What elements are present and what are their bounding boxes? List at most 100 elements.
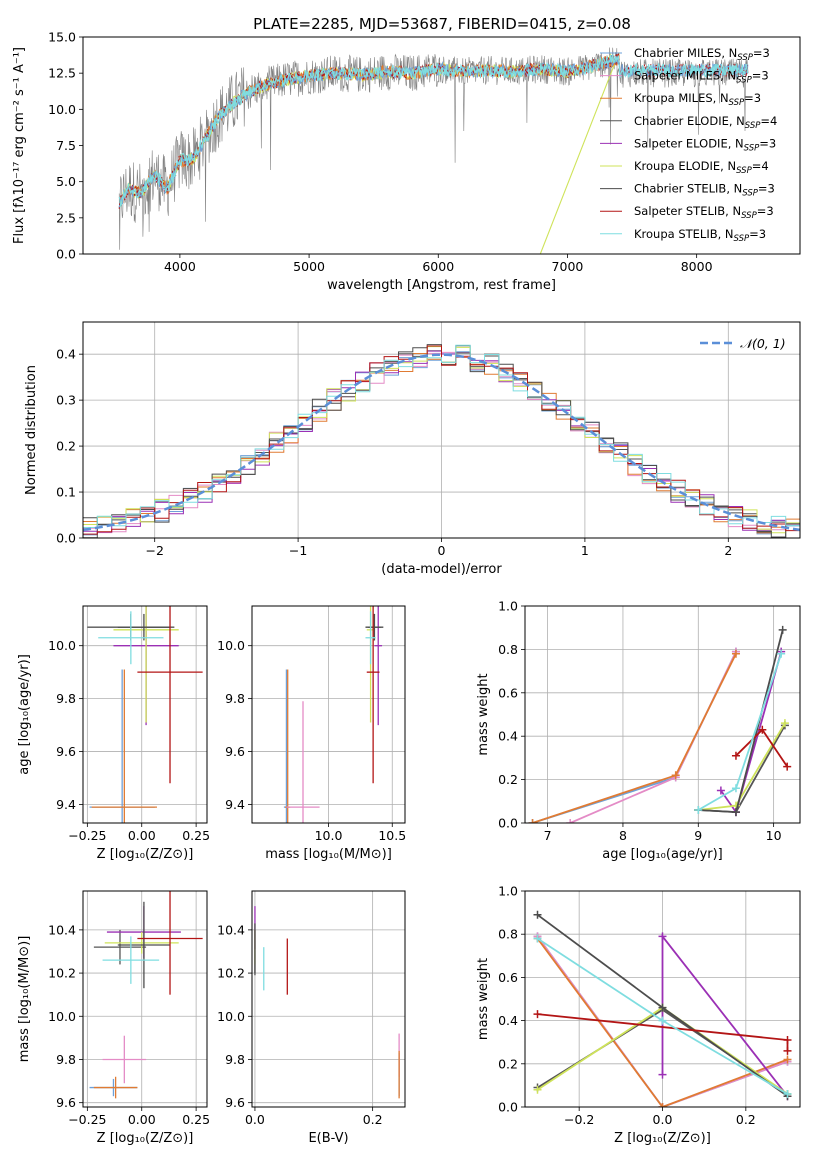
y-tick-label: 9.6 <box>56 1095 76 1110</box>
x-tick-label: 8000 <box>681 259 713 274</box>
spectrum-data-line <box>118 47 749 250</box>
legend-label-chabrier_stelib: Chabrier STELIB, NSSP=3 <box>634 182 775 199</box>
x-tick-label: 0.00 <box>128 828 156 843</box>
legend-label-salpeter_miles: Salpeter MILES, NSSP=3 <box>634 69 769 86</box>
y-tick-label: 12.5 <box>48 66 76 81</box>
axes-frame <box>524 605 801 824</box>
y-tick-label: 10.4 <box>48 922 76 937</box>
marker-salpeter_stelib <box>731 751 740 760</box>
mass-weight-line-kroupa_miles <box>532 653 737 823</box>
plot-area-0 <box>118 47 749 254</box>
y-tick-label: 0.0 <box>56 531 76 546</box>
marker-kroupa_stelib <box>777 649 786 658</box>
marker-chabrier_stelib <box>533 910 542 919</box>
marker-kroupa_miles <box>658 1103 667 1107</box>
panel-7: −0.2 0.0 0.2 0.0 0.2 0.4 0.6 0.8 1.0 Z [log₁₀(Z/Z… <box>476 884 801 1146</box>
x-tick-label: 7000 <box>552 259 584 274</box>
y-tick-label: 10.0 <box>217 1009 245 1024</box>
y-tick-label: 0.4 <box>56 347 76 362</box>
legend-label-chabrier_elodie: Chabrier ELODIE, NSSP=4 <box>634 114 777 131</box>
marker-kroupa_miles <box>528 819 537 823</box>
panel-0: 4000 5000 6000 7000 8000 0.0 2.5 5.0 7.5 10.0 12.5… <box>12 30 801 293</box>
x-axis-label: Z [log₁₀(Z/Z⊙)] <box>614 1131 711 1146</box>
axes-frame <box>82 605 208 824</box>
plot-area-4 <box>525 606 800 823</box>
spectrum-title: PLATE=2285, MJD=53687, FIBERID=0415, z=0… <box>253 15 631 33</box>
x-tick-label: 0 <box>438 543 446 558</box>
marker-kroupa_stelib <box>658 1016 667 1025</box>
y-tick-label: 0.0 <box>56 247 76 262</box>
histogram-kroupa_stelib <box>83 344 800 538</box>
mass-weight-line-kroupa_stelib <box>697 653 783 811</box>
x-tick-label: −0.25 <box>68 1112 106 1127</box>
marker-salpeter_elodie <box>658 1070 667 1079</box>
y-tick-label: 0.0 <box>498 816 518 831</box>
panel-4: 7 8 9 10 0.0 0.2 0.4 0.6 0.8 1.0 age [log₁₀(age/yr… <box>476 599 801 862</box>
y-tick-label: 9.6 <box>56 744 76 759</box>
mass-weight-line-chabrier_elodie <box>698 724 786 814</box>
y-tick-label: 0.2 <box>56 439 76 454</box>
marker-salpeter_stelib <box>758 725 767 734</box>
x-tick-label: 9 <box>694 828 702 843</box>
y-tick-label: 10.0 <box>48 102 76 117</box>
y-tick-label: 0.4 <box>498 1013 518 1028</box>
y-tick-label: 10.0 <box>217 638 245 653</box>
marker-salpeter_elodie <box>716 786 725 795</box>
y-tick-label: 15.0 <box>48 30 76 45</box>
y-axis-label: mass [log₁₀(M/M⊙)] <box>17 936 32 1063</box>
x-tick-label: 0.2 <box>736 1112 756 1127</box>
y-tick-label: 5.0 <box>56 174 76 189</box>
plot-area-7 <box>525 891 800 1107</box>
axes-frame <box>82 321 801 539</box>
marker-kroupa_elodie <box>533 1085 542 1094</box>
x-axis-label: Z [log₁₀(Z/Z⊙)] <box>97 847 194 862</box>
histogram-salpeter_stelib <box>83 345 800 538</box>
legend-label-kroupa_elodie: Kroupa ELODIE, NSSP=4 <box>634 159 769 176</box>
x-tick-label: 10.5 <box>378 828 406 843</box>
y-tick-label: 9.6 <box>225 744 245 759</box>
y-tick-label: 9.8 <box>56 1052 76 1067</box>
plot-area-2 <box>83 606 207 823</box>
mass-weight-line-kroupa_miles <box>536 937 788 1107</box>
spectrum-legend: Chabrier MILES, NSSP=3 Salpeter MILES, NS… <box>600 46 777 244</box>
marker-salpeter_stelib <box>533 1010 542 1019</box>
x-tick-label: 10.0 <box>315 828 343 843</box>
legend-label-kroupa_stelib: Kroupa STELIB, NSSP=3 <box>634 227 766 244</box>
legend-label-salpeter_elodie: Salpeter ELODIE, NSSP=3 <box>634 136 776 153</box>
marker-chabrier_stelib <box>778 625 787 634</box>
x-tick-label: 0.2 <box>363 1112 383 1127</box>
x-tick-label: 0.25 <box>182 1112 210 1127</box>
marker-salpeter_stelib <box>783 1046 792 1055</box>
normal-curve <box>83 353 800 532</box>
y-axis-label: mass weight <box>476 958 491 1040</box>
x-axis-label: age [log₁₀(age/yr)] <box>602 847 723 862</box>
marker-kroupa_miles <box>783 1055 792 1064</box>
y-tick-label: 0.0 <box>498 1100 518 1115</box>
marker-kroupa_miles <box>731 649 740 658</box>
y-tick-label: 1.0 <box>498 884 518 899</box>
axes-frame <box>82 36 801 255</box>
x-axis-label: (data-model)/error <box>381 562 502 577</box>
marker-kroupa_miles <box>671 771 680 780</box>
mass-weight-line-salpeter_miles <box>569 651 737 823</box>
y-tick-label: 9.4 <box>56 797 76 812</box>
y-axis-label: mass weight <box>476 673 491 755</box>
x-tick-label: 0.0 <box>245 1112 265 1127</box>
marker-chabrier_stelib <box>731 808 740 817</box>
x-axis-label: mass [log₁₀(M/M⊙)] <box>265 847 392 862</box>
y-tick-label: 9.6 <box>225 1095 245 1110</box>
mass-weight-line-salpeter_elodie <box>661 933 789 1097</box>
x-tick-label: 0.0 <box>653 1112 673 1127</box>
x-tick-label: 1 <box>581 543 589 558</box>
marker-kroupa_elodie <box>780 719 789 728</box>
x-tick-label: 6000 <box>422 259 454 274</box>
panel-3: 10.0 10.5 9.4 9.6 9.8 10.0 mass [log₁₀(M/M⊙)] <box>217 605 406 862</box>
x-tick-label: −0.2 <box>564 1112 594 1127</box>
y-tick-label: 1.0 <box>498 599 518 614</box>
marker-kroupa_stelib <box>783 1090 792 1099</box>
plot-area-3 <box>252 606 405 823</box>
axes-frame <box>251 605 406 824</box>
y-tick-label: 10.4 <box>217 922 245 937</box>
legend-label-kroupa_miles: Kroupa MILES, NSSP=3 <box>634 91 761 108</box>
x-tick-label: 10 <box>766 828 782 843</box>
